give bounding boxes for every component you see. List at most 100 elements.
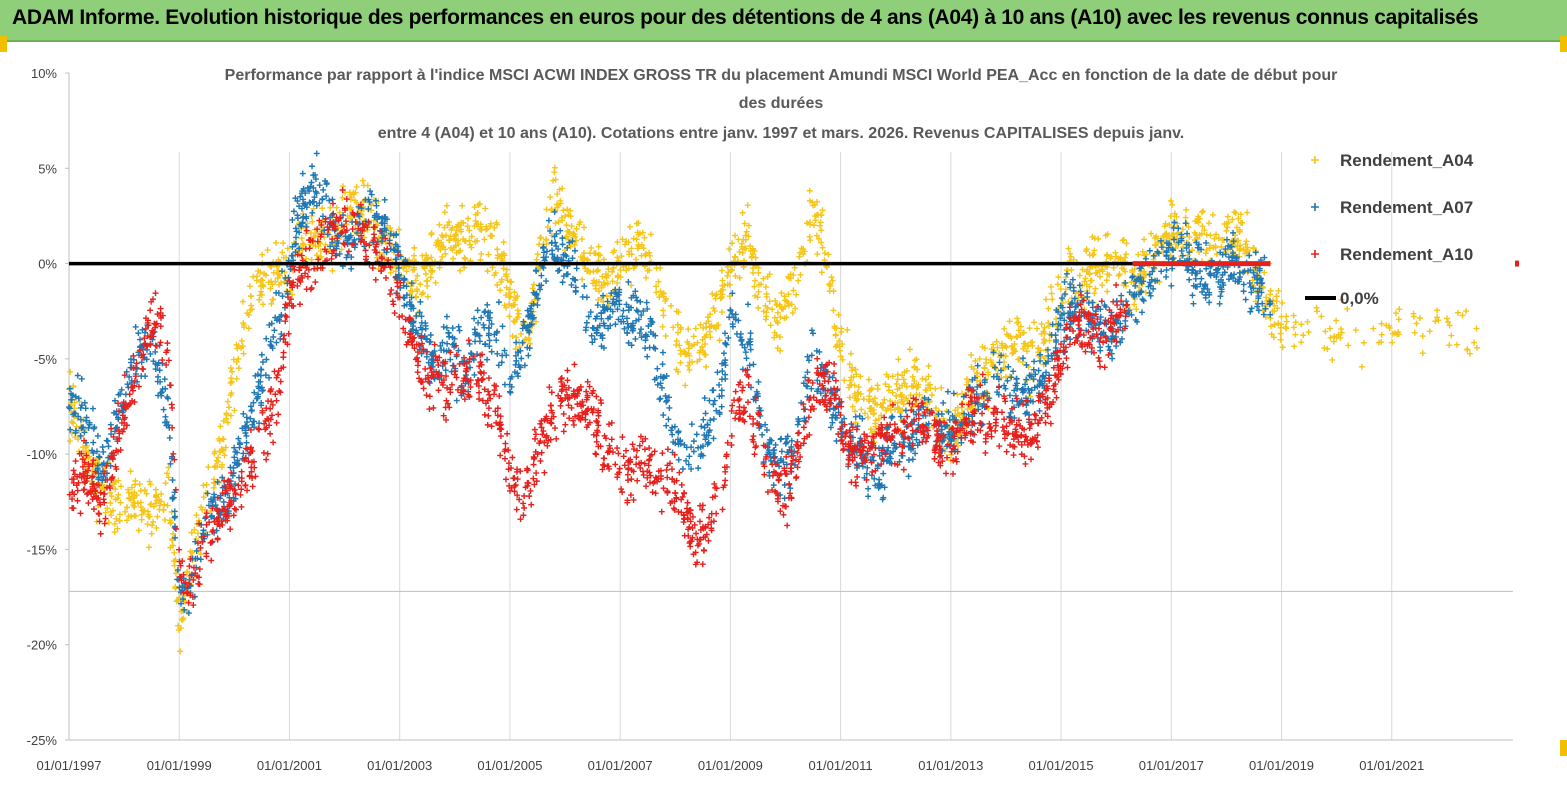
data-point — [643, 299, 650, 306]
data-point — [760, 308, 767, 315]
data-point — [333, 204, 340, 211]
data-point — [1002, 385, 1009, 392]
data-point — [248, 302, 255, 309]
data-point — [103, 437, 110, 444]
data-point — [558, 398, 565, 405]
data-point — [484, 356, 491, 363]
data-point — [456, 327, 463, 334]
data-point — [364, 182, 371, 189]
data-point — [666, 404, 673, 411]
data-point — [1333, 317, 1340, 324]
data-point — [778, 289, 785, 296]
data-point — [274, 275, 281, 282]
data-point — [450, 255, 457, 262]
data-point — [1034, 325, 1041, 332]
data-point — [471, 204, 478, 211]
data-point — [1202, 250, 1209, 257]
data-point — [679, 465, 686, 472]
data-point — [414, 272, 421, 279]
data-point — [777, 333, 784, 340]
data-point — [246, 283, 253, 290]
data-point — [352, 197, 359, 204]
data-point — [1110, 264, 1117, 271]
data-point — [1163, 267, 1170, 274]
data-point — [583, 319, 590, 326]
data-point — [556, 186, 563, 193]
data-point — [457, 247, 464, 254]
data-point — [813, 198, 820, 205]
data-point — [559, 279, 566, 286]
data-point — [1213, 250, 1220, 257]
data-point — [1001, 325, 1008, 332]
data-point — [684, 499, 691, 506]
data-point — [309, 209, 316, 216]
data-point — [718, 267, 725, 274]
data-point — [446, 333, 453, 340]
data-point — [633, 256, 640, 263]
data-point — [773, 318, 780, 325]
data-point — [755, 288, 762, 295]
data-point — [831, 360, 838, 367]
data-point — [699, 561, 706, 568]
data-point — [887, 398, 894, 405]
data-point — [478, 314, 485, 321]
data-point — [509, 333, 516, 340]
data-point — [894, 371, 901, 378]
data-point — [484, 268, 491, 275]
data-point — [348, 265, 355, 272]
data-point — [665, 416, 672, 423]
data-point — [692, 325, 699, 332]
data-point — [1066, 250, 1073, 257]
data-point — [1082, 348, 1089, 355]
data-point — [622, 447, 629, 454]
report-title: ADAM Informe. Evolution historique des p… — [12, 6, 1479, 29]
data-point — [795, 277, 802, 284]
data-point — [836, 347, 843, 354]
data-point — [710, 435, 717, 442]
data-point — [777, 314, 784, 321]
data-point — [979, 371, 986, 378]
data-point — [701, 334, 708, 341]
data-point — [1324, 345, 1331, 352]
data-point — [1435, 317, 1442, 324]
data-point — [571, 241, 578, 248]
data-point — [268, 412, 275, 419]
chart-title-line-3: entre 4 (A04) et 10 ans (A10). Cotations… — [378, 125, 1185, 142]
data-point — [1248, 305, 1255, 312]
data-point — [472, 238, 479, 245]
data-point — [1344, 305, 1351, 312]
data-point — [825, 378, 832, 385]
data-point — [165, 464, 172, 471]
series-Rendement_A04 — [66, 164, 1481, 655]
data-point — [1283, 325, 1290, 332]
data-point — [875, 416, 882, 423]
data-point — [577, 219, 584, 226]
data-point — [495, 362, 502, 369]
data-point — [258, 366, 265, 373]
data-point — [675, 456, 682, 463]
data-point — [404, 279, 411, 286]
data-point — [755, 269, 762, 276]
data-point — [874, 401, 881, 408]
data-point — [229, 368, 236, 375]
data-point — [633, 307, 640, 314]
data-point — [90, 439, 97, 446]
data-point — [563, 233, 570, 240]
data-point — [1201, 227, 1208, 234]
data-point — [1243, 238, 1250, 245]
data-point — [1370, 325, 1377, 332]
data-point — [763, 290, 770, 297]
data-point — [162, 480, 169, 487]
data-point — [1148, 230, 1155, 237]
data-point — [466, 340, 473, 347]
data-point — [996, 359, 1003, 366]
data-point — [872, 417, 879, 424]
data-point — [1337, 334, 1344, 341]
data-point — [477, 223, 484, 230]
data-point — [171, 549, 178, 556]
data-point — [872, 423, 879, 430]
data-point — [503, 266, 510, 273]
data-point — [1045, 305, 1052, 312]
data-point — [138, 359, 145, 366]
data-point — [1395, 316, 1402, 323]
